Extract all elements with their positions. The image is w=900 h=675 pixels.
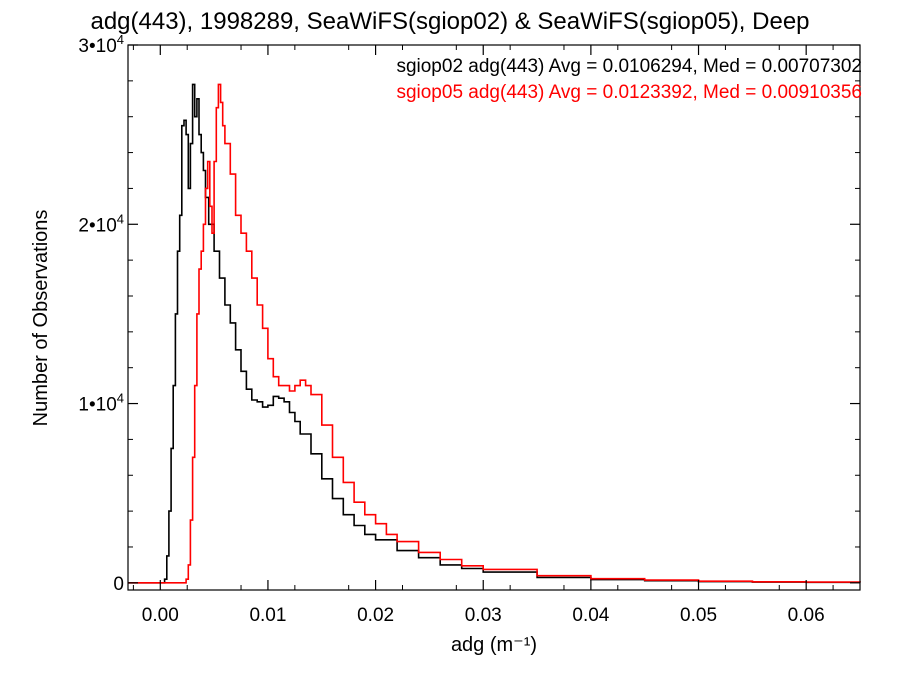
series-sgiop05-line: [128, 83, 861, 584]
y-tick-label: 1•104: [78, 391, 124, 416]
x-tick-label: 0.06: [788, 605, 825, 626]
x-axis-label: adg (m⁻¹): [451, 634, 537, 656]
x-axis-ticks: 0.00 0.01 0.02 0.03 0.04 0.05 0.06: [132, 45, 834, 626]
y-axis-label: Number of Observations: [30, 210, 52, 427]
series-sgiop02-line: [128, 83, 861, 584]
x-tick-label: 0.05: [680, 605, 717, 626]
legend-sgiop05-stats: sgiop05 adg(443) Avg = 0.0123392, Med = …: [396, 82, 862, 103]
x-tick-label: 0.02: [357, 605, 394, 626]
series-layer: [128, 83, 861, 584]
x-tick-label: 0.04: [572, 605, 609, 626]
y-tick-label: 3•104: [78, 32, 124, 57]
x-tick-label: 0.03: [465, 605, 502, 626]
legend-sgiop02-stats: sgiop02 adg(443) Avg = 0.0106294, Med = …: [396, 56, 862, 77]
x-tick-label: 0.01: [249, 605, 286, 626]
y-axis-ticks: 0 1•104 2•104 3•104: [78, 32, 860, 595]
plot-frame: [127, 44, 861, 591]
y-tick-label: 0: [113, 574, 124, 595]
chart-title: adg(443), 1998289, SeaWiFS(sgiop02) & Se…: [90, 8, 809, 35]
x-tick-label: 0.00: [142, 605, 179, 626]
y-tick-label: 2•104: [78, 211, 124, 236]
